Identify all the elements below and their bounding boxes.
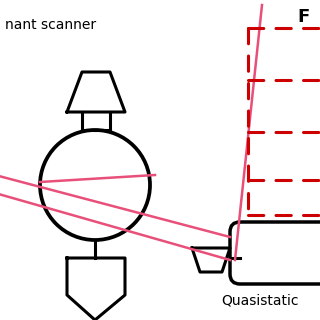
Text: nant scanner: nant scanner	[5, 18, 96, 32]
Text: F: F	[298, 8, 310, 26]
Text: Quasistatic: Quasistatic	[221, 294, 299, 308]
